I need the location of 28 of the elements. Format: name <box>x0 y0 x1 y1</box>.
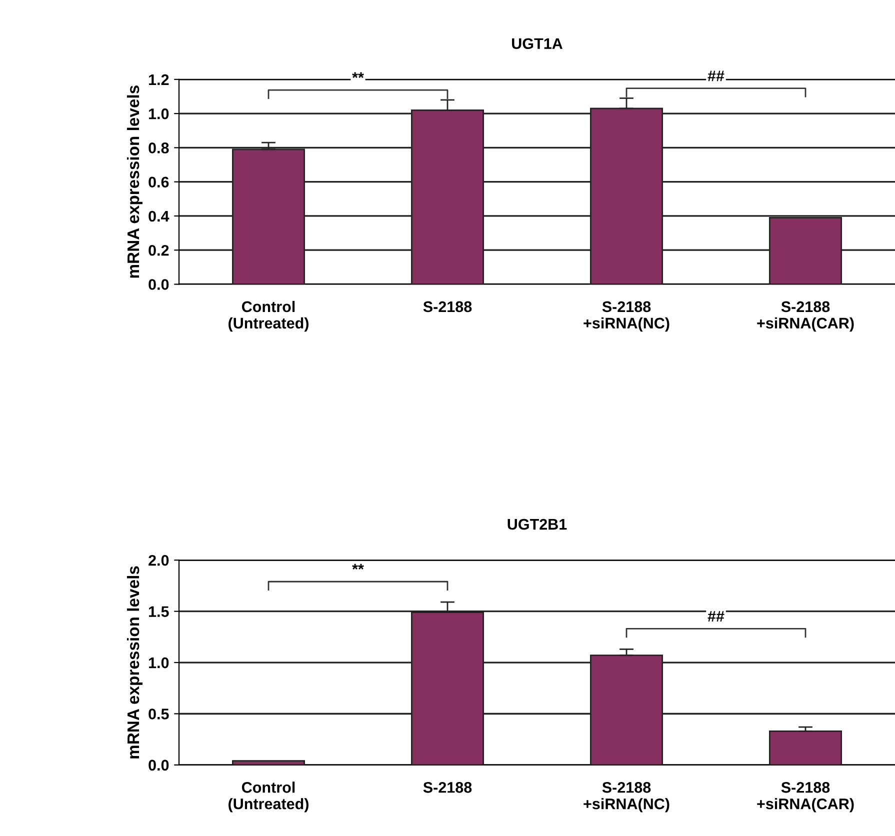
y-tick-label: 0.2 <box>148 244 169 256</box>
y-tick-label: 0.0 <box>148 760 169 771</box>
chart-title: UGT1A <box>512 38 562 50</box>
y-tick-label: 1.5 <box>149 606 169 618</box>
y-tick-label: 0.6 <box>148 176 169 188</box>
x-tick-label: Control (Untreated) <box>228 782 308 812</box>
y-tick-label: 1.0 <box>149 108 169 120</box>
annotation: ** <box>352 564 364 570</box>
chart-title: UGT2B1 <box>508 518 567 530</box>
annotation: ## <box>708 70 724 82</box>
x-tick-label: S-2188 +siRNA(NC) <box>584 301 670 332</box>
y-tick-label: 0.8 <box>148 142 169 154</box>
y-axis-title: mRNA expression levels <box>126 86 142 278</box>
x-tick-label: S-2188 +siRNA(CAR) <box>757 782 854 812</box>
y-tick-label: 1.2 <box>149 74 169 85</box>
y-tick-label: 0.5 <box>148 708 169 720</box>
x-tick-label: S-2188 <box>423 301 472 312</box>
x-tick-label: Control (Untreated) <box>228 300 308 332</box>
y-tick-label: 1.0 <box>149 657 169 668</box>
x-tick-label: S-2188 +siRNA(NC) <box>584 782 670 812</box>
y-tick-label: 0.0 <box>148 279 169 290</box>
x-tick-label: S-2188 +siRNA(CAR) <box>757 301 854 332</box>
x-tick-label: S-2188 <box>423 782 472 793</box>
y-tick-label: 0.4 <box>148 210 170 222</box>
text: ** <box>352 72 364 78</box>
y-tick-label: 2.0 <box>148 554 169 566</box>
y-axis-title: mRNA expression levels <box>126 566 142 758</box>
annotation: ## <box>708 611 724 622</box>
